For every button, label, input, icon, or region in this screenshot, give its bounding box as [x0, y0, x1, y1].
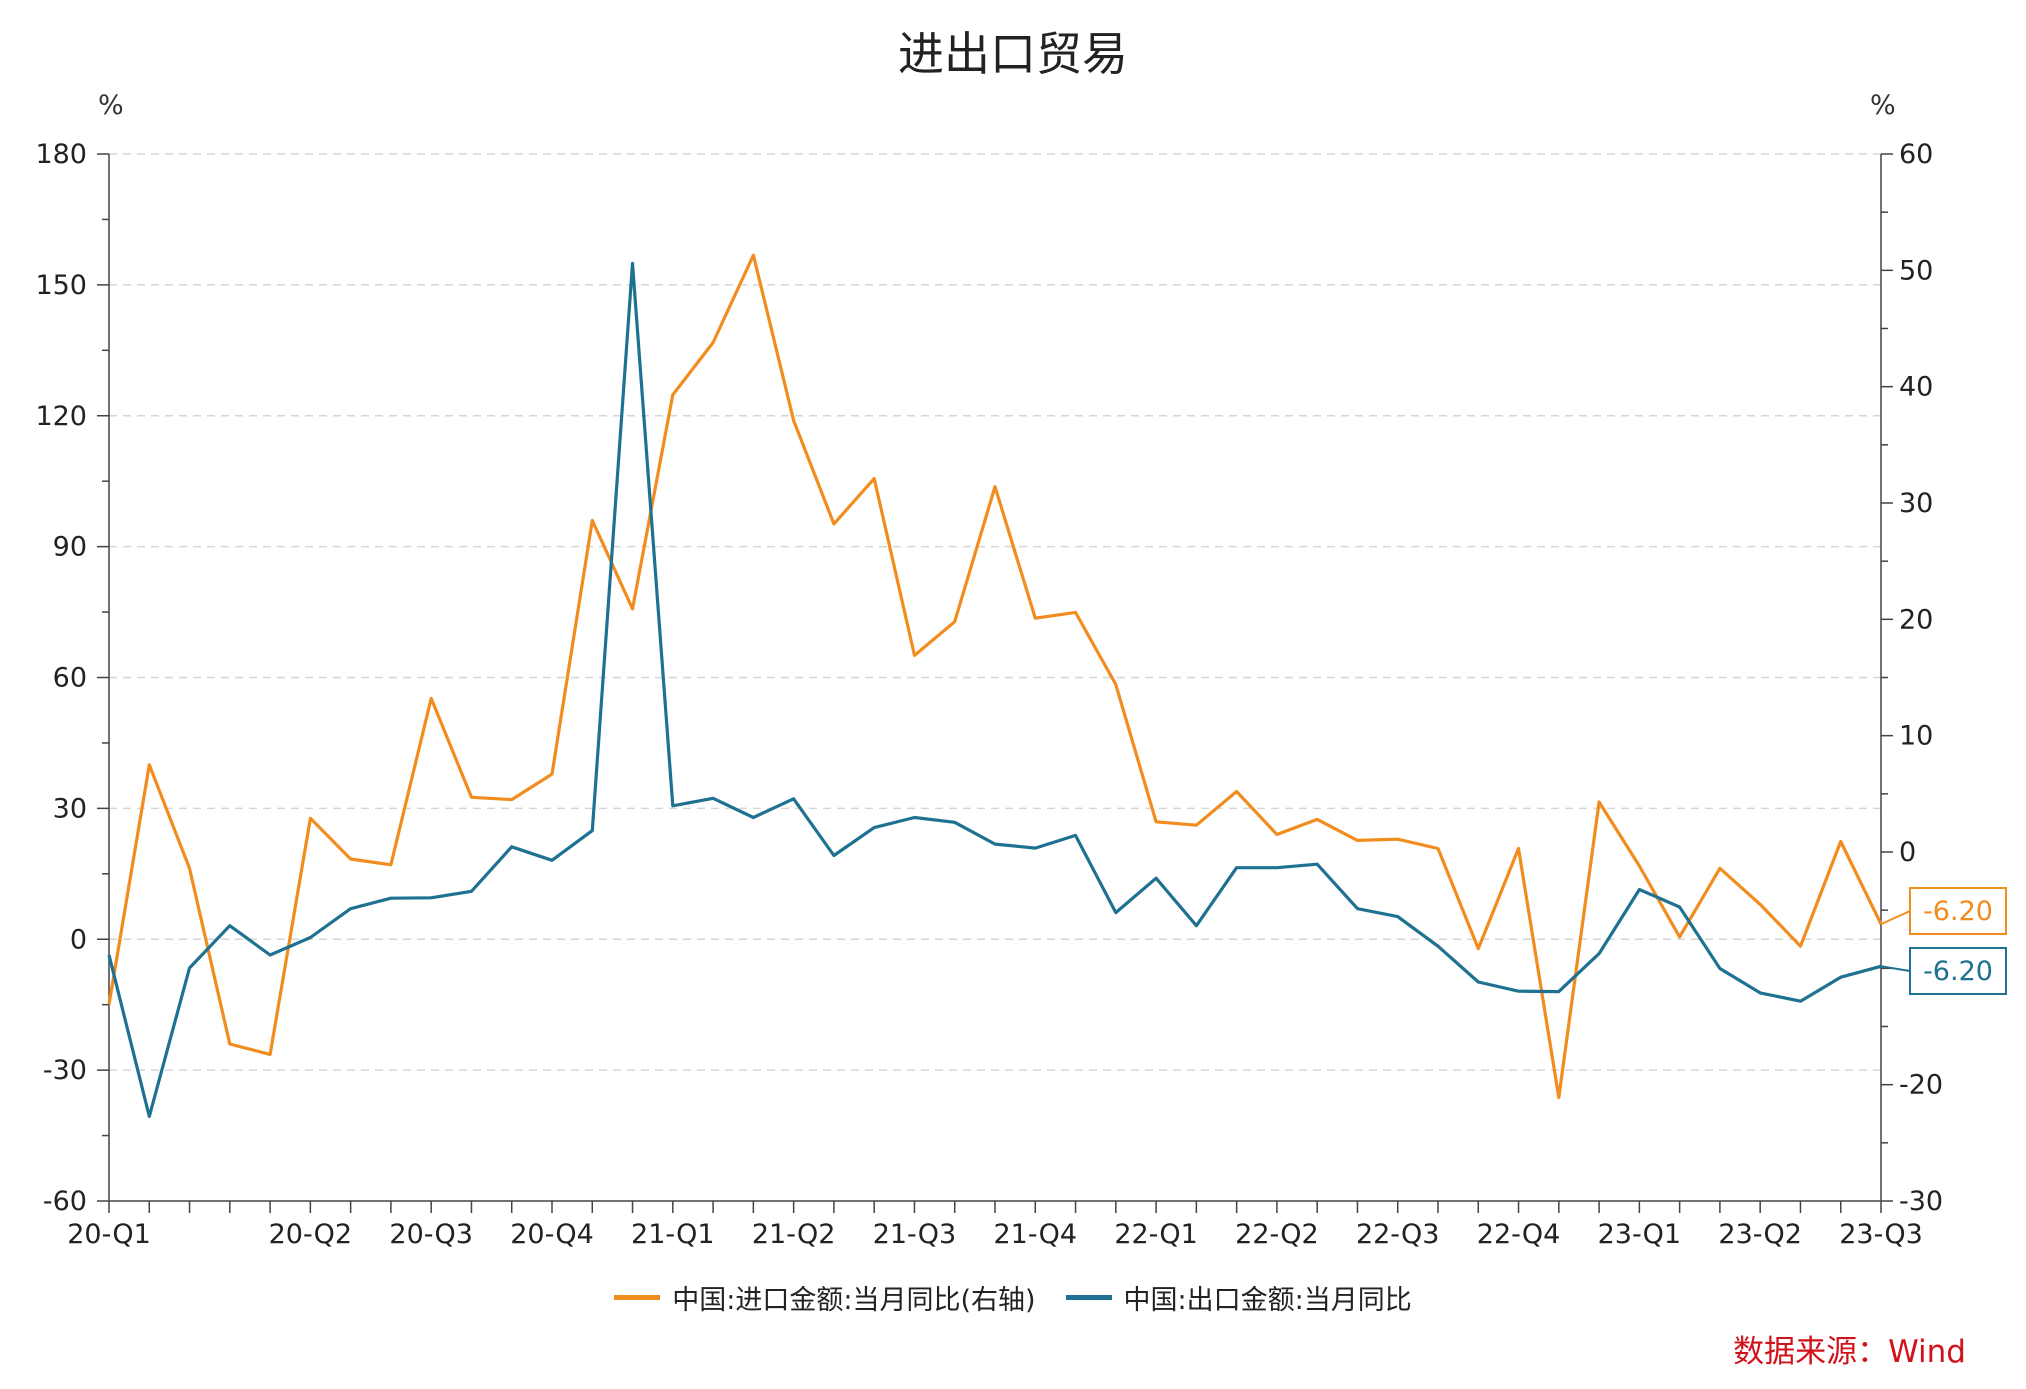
right-tick-label: -30: [1899, 1186, 1943, 1217]
x-tick-label: 21-Q3: [873, 1219, 957, 1250]
series-line-import: [107, 253, 1883, 1100]
x-tick-label: 22-Q3: [1356, 1219, 1440, 1250]
x-tick-label: 23-Q1: [1598, 1219, 1682, 1250]
x-tick-label: 23-Q2: [1718, 1219, 1802, 1250]
series-lines: [107, 253, 1883, 1119]
gridlines: [109, 153, 1881, 1071]
right-tick-label: -20: [1899, 1070, 1943, 1101]
end-value-label: -6.20: [1923, 896, 1993, 927]
left-tick-label: 90: [53, 532, 87, 563]
left-tick-label: 30: [53, 793, 87, 824]
left-tick-label: 60: [53, 663, 87, 694]
legend-label-export: 中国:出口金额:当月同比: [1123, 1285, 1412, 1316]
left-tick-label: -60: [43, 1186, 87, 1217]
data-source-note: 数据来源：Wind: [1733, 1334, 1966, 1370]
left-tick-label: 150: [35, 270, 87, 301]
right-tick-label: 10: [1899, 721, 1933, 752]
legend-item-export: 中国:出口金额:当月同比: [1065, 1278, 1412, 1317]
right-tick-label: 30: [1899, 488, 1933, 519]
x-tick-label: 20-Q1: [67, 1219, 151, 1250]
right-tick-label: 20: [1899, 604, 1933, 635]
end-label-leader: [1880, 965, 1911, 972]
left-tick-label: 120: [35, 401, 87, 432]
legend-swatch-import: [614, 1295, 661, 1300]
left-tick-label: 180: [35, 139, 87, 170]
x-tick-label: 22-Q4: [1477, 1219, 1561, 1250]
left-tick-label: -30: [43, 1055, 87, 1086]
right-tick-label: 40: [1899, 372, 1933, 403]
left-tick-label: 0: [70, 924, 87, 955]
axes: 180 150 120 90 60 30 0 -30 -60 60 50 40 30 20 10 0 -20 -3…: [35, 139, 1943, 1250]
legend-item-import: 中国:进口金额:当月同比(右轴): [614, 1278, 1036, 1317]
x-tick-label: 20-Q2: [269, 1219, 353, 1250]
legend: 中国:进口金额:当月同比(右轴) 中国:出口金额:当月同比: [0, 1278, 2026, 1317]
right-tick-label: 0: [1899, 837, 1916, 868]
x-tick-label: 21-Q4: [994, 1219, 1078, 1250]
legend-swatch-export: [1065, 1295, 1112, 1300]
end-labels: -6.20 -6.20: [1880, 887, 2007, 995]
right-tick-label: 60: [1899, 139, 1933, 170]
chart-title: 进出口贸易: [898, 27, 1128, 81]
end-value-label: -6.20: [1923, 956, 1993, 987]
right-tick-label: 50: [1899, 255, 1933, 286]
x-tick-label: 22-Q1: [1114, 1219, 1198, 1250]
series-line-export: [107, 261, 1882, 1119]
legend-label-import: 中国:进口金额:当月同比(右轴): [672, 1285, 1036, 1316]
x-tick-label: 20-Q4: [510, 1219, 594, 1250]
x-tick-label: 22-Q2: [1235, 1219, 1319, 1250]
left-axis-unit: %: [98, 90, 124, 121]
right-axis-unit: %: [1870, 90, 1896, 121]
x-tick-label: 21-Q1: [631, 1219, 715, 1250]
end-label-box: [1909, 887, 2007, 935]
x-tick-label: 23-Q3: [1839, 1219, 1923, 1250]
x-tick-label: 20-Q3: [389, 1219, 473, 1250]
x-tick-label: 21-Q2: [752, 1219, 836, 1250]
end-label-leader: [1880, 910, 1911, 926]
end-label-box: [1909, 947, 2007, 995]
